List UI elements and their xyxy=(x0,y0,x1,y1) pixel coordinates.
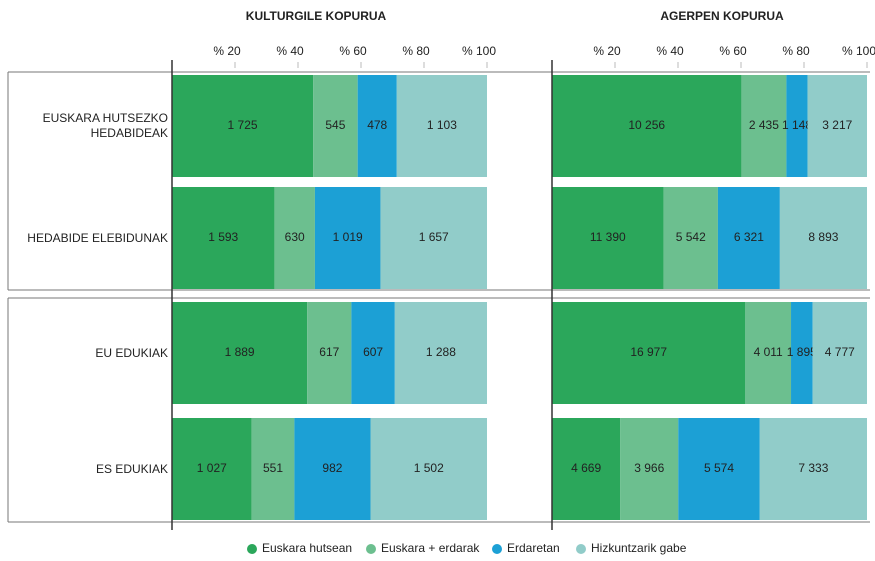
value-label: 1 103 xyxy=(427,118,457,132)
value-label: 1 593 xyxy=(208,230,238,244)
value-label: 545 xyxy=(325,118,345,132)
value-label: 1 725 xyxy=(228,118,258,132)
value-label: 7 333 xyxy=(798,461,828,475)
legend-swatch xyxy=(492,544,502,554)
value-label: 5 542 xyxy=(676,230,706,244)
bar-segment xyxy=(294,418,371,520)
row-label: HEDABIDE ELEBIDUNAK xyxy=(27,230,168,245)
bar-segment xyxy=(759,418,867,520)
value-label: 617 xyxy=(319,345,339,359)
value-label: 4 011 xyxy=(754,345,783,359)
value-label: 1 027 xyxy=(197,461,227,475)
bar-segment xyxy=(380,187,487,289)
legend-swatch xyxy=(576,544,586,554)
legend-label: Euskara + erdarak xyxy=(381,541,480,555)
bar-segment xyxy=(678,418,760,520)
value-label: 8 893 xyxy=(808,230,838,244)
x-tick-label: % 40 xyxy=(276,44,304,58)
bar-segment xyxy=(552,75,742,177)
value-label: 1 019 xyxy=(333,230,363,244)
bar-segment xyxy=(172,418,252,520)
legend-label: Euskara hutsean xyxy=(262,541,352,555)
bar-segment xyxy=(394,302,487,404)
value-label: 3 966 xyxy=(634,461,664,475)
value-label: 1 657 xyxy=(419,230,449,244)
value-label: 551 xyxy=(263,461,283,475)
bar-segment xyxy=(779,187,867,289)
bar-segment xyxy=(741,75,787,177)
legend-swatch xyxy=(247,544,257,554)
value-label: 10 256 xyxy=(628,118,665,132)
bar-segment xyxy=(807,75,867,177)
x-tick-label: % 40 xyxy=(656,44,684,58)
bar-segment xyxy=(663,187,718,289)
legend-swatch xyxy=(366,544,376,554)
bar-segment xyxy=(351,302,395,404)
bar-segment xyxy=(552,302,746,404)
value-label: 1 288 xyxy=(426,345,456,359)
x-tick-label: % 20 xyxy=(593,44,621,58)
bar-segment xyxy=(717,187,780,289)
value-label: 4 669 xyxy=(571,461,601,475)
row-label: EUSKARA HUTSEZKO HEDABIDEAK xyxy=(42,111,168,140)
x-tick-label: % 100 xyxy=(462,44,496,58)
value-label: 1 148 xyxy=(782,118,812,132)
bar-segment xyxy=(552,187,664,289)
x-tick-label: % 80 xyxy=(782,44,810,58)
bar-segment xyxy=(251,418,295,520)
value-label: 16 977 xyxy=(630,345,667,359)
bar-segment xyxy=(745,302,792,404)
value-label: 607 xyxy=(363,345,383,359)
bar-segment xyxy=(812,302,867,404)
chart-title: AGERPEN KOPURUA xyxy=(660,9,784,23)
value-label: 1 889 xyxy=(225,345,255,359)
bar-segment xyxy=(172,302,308,404)
legend-label: Erdaretan xyxy=(507,541,560,555)
x-tick-label: % 60 xyxy=(719,44,747,58)
bar-segment xyxy=(791,302,813,404)
bar-segment xyxy=(314,187,381,289)
value-label: 630 xyxy=(285,230,305,244)
value-label: 1 502 xyxy=(414,461,444,475)
chart-title: KULTURGILE KOPURUA xyxy=(246,9,387,23)
x-tick-label: % 80 xyxy=(402,44,430,58)
bar-segment xyxy=(786,75,808,177)
bar-segment xyxy=(172,75,314,177)
value-label: 6 321 xyxy=(734,230,764,244)
bar-segment xyxy=(620,418,679,520)
value-label: 4 777 xyxy=(825,345,855,359)
bar-segment xyxy=(274,187,315,289)
value-label: 2 435 xyxy=(749,118,779,132)
value-label: 1 895 xyxy=(787,345,817,359)
x-tick-label: % 100 xyxy=(842,44,875,58)
x-tick-label: % 60 xyxy=(339,44,367,58)
value-label: 982 xyxy=(322,461,342,475)
bar-segment xyxy=(357,75,397,177)
bar-segment xyxy=(552,418,621,520)
x-tick-label: % 20 xyxy=(213,44,241,58)
bar-segment xyxy=(370,418,487,520)
bar-segment xyxy=(313,75,358,177)
bar-segment xyxy=(307,302,352,404)
value-label: 5 574 xyxy=(704,461,734,475)
row-label: ES EDUKIAK xyxy=(95,461,168,476)
row-label: EU EDUKIAK xyxy=(95,345,168,360)
bar-segment xyxy=(396,75,487,177)
value-label: 11 390 xyxy=(590,230,626,244)
value-label: 478 xyxy=(367,118,387,132)
bar-segment xyxy=(172,187,275,289)
value-label: 3 217 xyxy=(822,118,852,132)
legend-label: Hizkuntzarik gabe xyxy=(591,541,687,555)
